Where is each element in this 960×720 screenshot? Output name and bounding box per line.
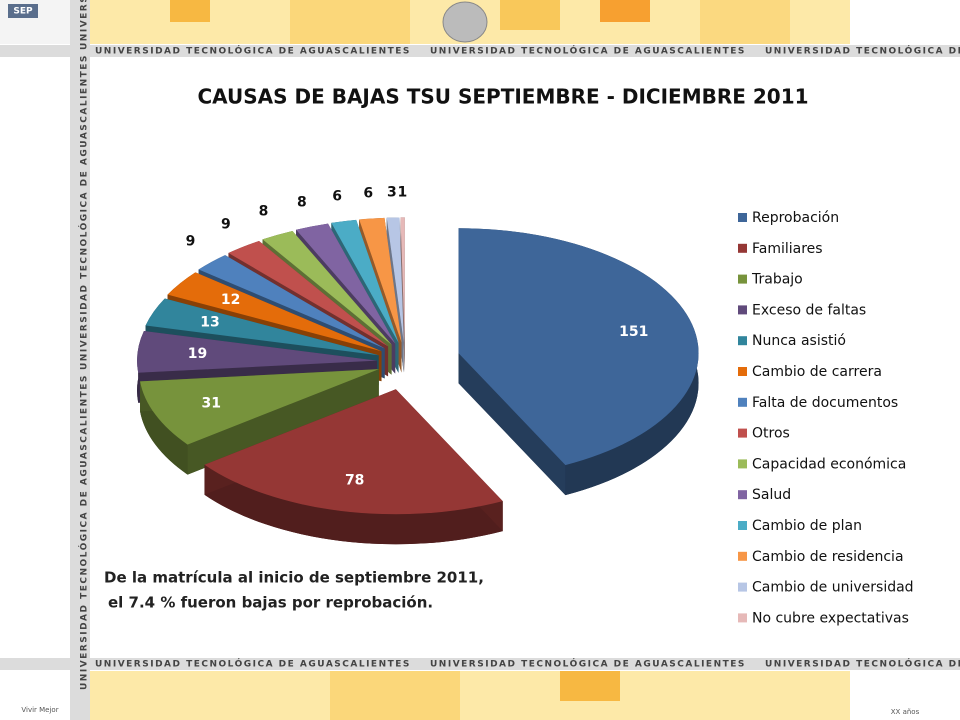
pie-slice-side <box>458 228 566 496</box>
legend-label: Trabajo <box>751 272 803 288</box>
banner-text: UNIVERSIDAD TECNOLÓGICA DE AGUASCALIENTE… <box>95 658 411 670</box>
pie-slice <box>458 228 699 466</box>
data-label: 12 <box>221 292 240 308</box>
legend-label: No cubre expectativas <box>752 610 909 626</box>
data-label: 8 <box>259 204 269 220</box>
legend-label: Familiares <box>752 241 823 257</box>
chart-title: CAUSAS DE BAJAS TSU SEPTIEMBRE - DICIEMB… <box>197 85 808 109</box>
banner-text: UNIVERSIDAD TECNOLÓGICA DE AGUASCALIENTE… <box>430 658 746 670</box>
banner-bottom <box>0 658 960 670</box>
data-label: 31 <box>202 395 221 411</box>
legend-swatch <box>738 243 747 253</box>
legend-swatch <box>738 428 747 438</box>
legend-swatch <box>738 305 747 315</box>
pie-slice <box>400 217 405 343</box>
data-label: 151 <box>619 324 648 340</box>
footer-left: Vivir Mejor <box>21 706 58 714</box>
data-label: 78 <box>345 473 364 489</box>
pie-slice <box>296 223 396 344</box>
legend-swatch <box>738 551 747 561</box>
pie-slice <box>228 240 389 347</box>
annotation: el 7.4 % fueron bajas por reprobación. <box>108 594 433 612</box>
legend-label: Cambio de universidad <box>752 580 914 596</box>
data-label: 3 <box>387 185 397 201</box>
banner-left <box>70 0 90 720</box>
sep-text: SEP <box>13 7 33 17</box>
pie-slice <box>386 217 404 343</box>
legend-swatch <box>738 213 747 222</box>
pie-slice <box>359 217 402 343</box>
legend-swatch <box>738 274 747 284</box>
legend-label: Exceso de faltas <box>752 302 866 318</box>
legend-label: Nunca asistió <box>752 333 846 349</box>
legend-label: Reprobación <box>752 210 839 226</box>
legend-swatch <box>738 613 747 623</box>
legend-swatch <box>738 336 747 346</box>
legend-swatch <box>738 397 747 407</box>
banner-text: UNIVERSIDAD TECNOLÓGICA DE AGUASCALIENTE… <box>765 45 960 57</box>
data-label: 1 <box>397 184 407 200</box>
data-label: 9 <box>221 217 231 233</box>
pie-slice-side <box>204 464 503 545</box>
sep-badge <box>8 4 38 18</box>
pie-slice <box>331 219 399 343</box>
legend-swatch <box>738 582 747 592</box>
banner-text: UNIVERSIDAD TECNOLÓGICA DE AGUASCALIENTE… <box>765 658 960 670</box>
legend-label: Cambio de carrera <box>752 364 882 380</box>
banner-text: UNIVERSIDAD TECNOLÓGICA DE AGUASCALIENTE… <box>95 45 411 57</box>
pie-slice <box>145 298 379 356</box>
pie-slice <box>137 330 378 373</box>
footer-right: XX años <box>891 708 920 716</box>
legend-swatch <box>738 459 747 469</box>
bottom-strip <box>90 671 850 720</box>
legend-swatch <box>738 521 747 530</box>
banner-text: UNIVERSIDAD TECNOLÓGICA DE AGUASCALIENTE… <box>78 54 90 370</box>
pie-slice <box>204 389 503 515</box>
legend-label: Cambio de residencia <box>752 549 904 565</box>
pie-slice-side <box>400 217 405 373</box>
legend-swatch <box>738 490 747 500</box>
data-label: 13 <box>200 315 219 331</box>
banner-text: UNIVERSIDAD TECNOLÓGICA DE AGUASCALIENTE… <box>78 374 90 690</box>
data-label: 19 <box>188 346 207 362</box>
banner-text: UNIVERSIDAD TECNOLÓGICA DE AGUASCALIENTE… <box>78 0 90 50</box>
annotation: De la matrícula al inicio de septiembre … <box>104 569 484 587</box>
legend-label: Falta de documentos <box>752 395 898 411</box>
legend-label: Salud <box>752 487 791 503</box>
pie-slice <box>262 230 392 345</box>
pie-slice-side <box>140 381 188 475</box>
legend-swatch <box>738 367 747 376</box>
legend-label: Cambio de plan <box>752 518 862 534</box>
pie-slice <box>198 255 385 349</box>
data-label: 9 <box>186 234 196 250</box>
banner-text: UNIVERSIDAD TECNOLÓGICA DE AGUASCALIENTE… <box>430 45 746 57</box>
legend-label: Capacidad económica <box>752 456 906 472</box>
data-label: 8 <box>297 194 307 210</box>
top-strip <box>90 0 850 44</box>
pie-slice <box>167 272 382 352</box>
data-label: 6 <box>332 189 342 205</box>
data-label: 6 <box>363 186 373 202</box>
legend-label: Otros <box>752 426 790 442</box>
pie-slice <box>140 369 379 445</box>
banner-top <box>0 45 960 57</box>
